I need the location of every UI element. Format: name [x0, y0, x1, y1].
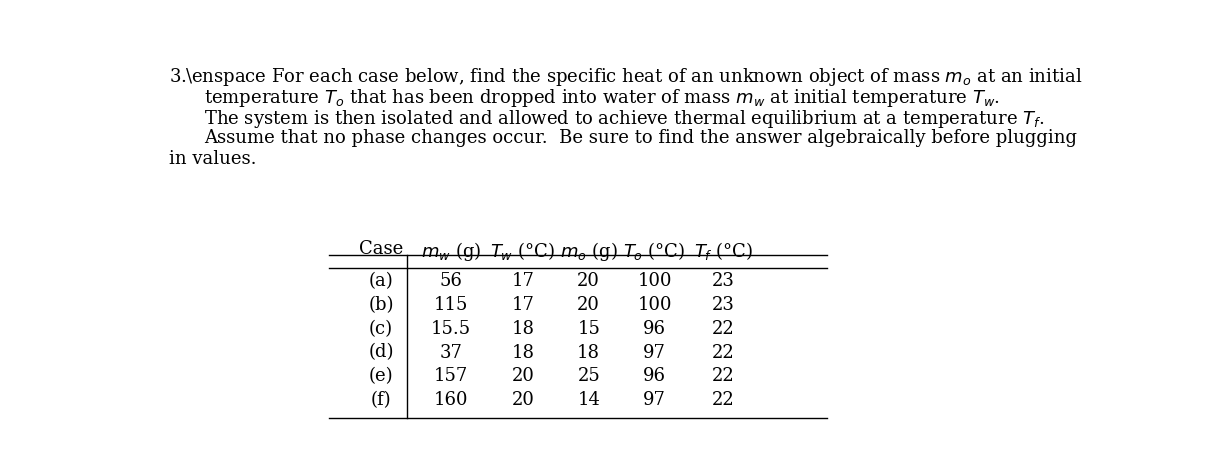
Text: 97: 97 — [644, 391, 666, 409]
Text: 20: 20 — [578, 272, 600, 290]
Text: 17: 17 — [512, 272, 534, 290]
Text: 37: 37 — [439, 343, 462, 362]
Text: 15: 15 — [578, 320, 600, 338]
Text: 22: 22 — [712, 320, 735, 338]
Text: 22: 22 — [712, 343, 735, 362]
Text: 23: 23 — [712, 272, 735, 290]
Text: (d): (d) — [368, 343, 394, 362]
Text: $m_o$ (g): $m_o$ (g) — [560, 240, 618, 263]
Text: 15.5: 15.5 — [430, 320, 471, 338]
Text: in values.: in values. — [169, 150, 257, 169]
Text: The system is then isolated and allowed to achieve thermal equilibrium at a temp: The system is then isolated and allowed … — [205, 108, 1045, 130]
Text: (e): (e) — [368, 367, 394, 385]
Text: 100: 100 — [638, 296, 672, 314]
Text: 20: 20 — [512, 391, 534, 409]
Text: (c): (c) — [369, 320, 393, 338]
Text: $T_o$ (°C): $T_o$ (°C) — [623, 240, 686, 262]
Text: 18: 18 — [511, 343, 534, 362]
Text: $T_w$ (°C): $T_w$ (°C) — [490, 240, 556, 262]
Text: 17: 17 — [512, 296, 534, 314]
Text: $T_f$ (°C): $T_f$ (°C) — [694, 240, 753, 262]
Text: 23: 23 — [712, 296, 735, 314]
Text: 160: 160 — [434, 391, 468, 409]
Text: 18: 18 — [578, 343, 600, 362]
Text: 96: 96 — [644, 367, 666, 385]
Text: 56: 56 — [439, 272, 462, 290]
Text: 96: 96 — [644, 320, 666, 338]
Text: (b): (b) — [368, 296, 394, 314]
Text: Case: Case — [358, 240, 403, 258]
Text: $m_w$ (g): $m_w$ (g) — [421, 240, 480, 263]
Text: Assume that no phase changes occur.  Be sure to find the answer algebraically be: Assume that no phase changes occur. Be s… — [205, 129, 1078, 147]
Text: (a): (a) — [368, 272, 394, 290]
Text: 22: 22 — [712, 391, 735, 409]
Text: 22: 22 — [712, 367, 735, 385]
Text: 25: 25 — [578, 367, 600, 385]
Text: 18: 18 — [511, 320, 534, 338]
Text: (f): (f) — [371, 391, 391, 409]
Text: 97: 97 — [644, 343, 666, 362]
Text: 20: 20 — [578, 296, 600, 314]
Text: 115: 115 — [434, 296, 468, 314]
Text: 3.\enspace For each case below, find the specific heat of an unknown object of m: 3.\enspace For each case below, find the… — [169, 66, 1082, 88]
Text: 20: 20 — [512, 367, 534, 385]
Text: 100: 100 — [638, 272, 672, 290]
Text: 14: 14 — [578, 391, 600, 409]
Text: temperature $T_o$ that has been dropped into water of mass $m_w$ at initial temp: temperature $T_o$ that has been dropped … — [205, 87, 1001, 109]
Text: 157: 157 — [434, 367, 468, 385]
